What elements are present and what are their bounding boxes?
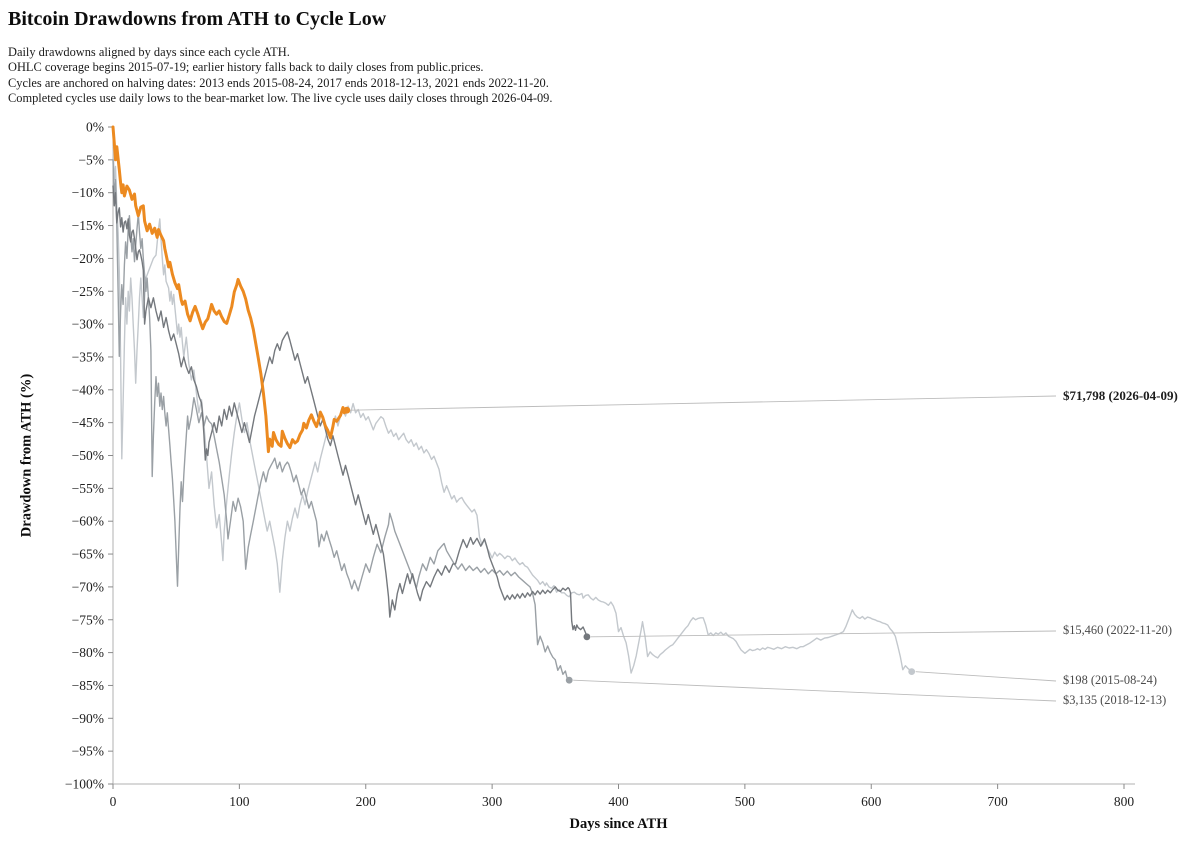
x-tick-label: 0 [110, 794, 117, 809]
y-tick-label: 0% [86, 120, 104, 135]
y-tick-label: −35% [72, 349, 104, 364]
y-axis-title: Drawdown from ATH (%) [18, 373, 35, 538]
leader-line-ann-live [350, 395, 1057, 411]
subtitle-line-1: Daily drawdowns aligned by days since ea… [8, 45, 290, 59]
y-tick-label: −40% [72, 382, 104, 397]
leader-line-ann-2013 [915, 671, 1057, 682]
annotation-live-cycle-low: $71,798 (2026-04-09) [1063, 388, 1178, 403]
series-line-2021-cycle [112, 185, 588, 638]
cycle-low-marker-ann-2021 [583, 633, 591, 641]
y-tick-label: −45% [72, 415, 104, 430]
x-tick-label: 500 [735, 794, 756, 809]
y-tick-label: −65% [72, 547, 104, 562]
x-tick-label: 400 [608, 794, 629, 809]
cycle-low-marker-ann-2017 [565, 676, 573, 684]
y-tick-label: −80% [72, 645, 104, 660]
y-tick-label: −50% [72, 448, 104, 463]
series-line-2017-cycle [112, 159, 570, 683]
cycle-low-marker-ann-2013 [908, 668, 916, 676]
y-tick-label: −95% [72, 744, 104, 759]
y-tick-label: −60% [72, 514, 104, 529]
series-line-live-cycle [111, 125, 349, 454]
leader-line-ann-2021 [590, 630, 1057, 638]
x-tick-label: 700 [988, 794, 1009, 809]
y-tick-label: −15% [72, 218, 104, 233]
y-tick-label: −5% [78, 152, 104, 167]
y-tick-label: −85% [72, 678, 104, 693]
x-tick-label: 100 [229, 794, 250, 809]
y-tick-label: −90% [72, 711, 104, 726]
annotation-2013-cycle-low: $198 (2015-08-24) [1063, 673, 1157, 687]
chart-subtitle: Daily drawdowns aligned by days since ea… [8, 45, 552, 107]
x-tick-label: 600 [861, 794, 882, 809]
y-tick-label: −100% [65, 777, 104, 792]
x-axis-title: Days since ATH [569, 816, 668, 832]
y-tick-label: −30% [72, 317, 104, 332]
subtitle-line-2: OHLC coverage begins 2015-07-19; earlier… [8, 60, 484, 75]
annotation-2021-cycle-low: $15,460 (2022-11-20) [1063, 623, 1172, 637]
subtitle-line-3: Cycles are anchored on halving dates: 20… [8, 75, 549, 90]
y-tick-label: −20% [72, 251, 104, 266]
leader-line-ann-2017 [573, 679, 1057, 702]
chart-title: Bitcoin Drawdowns from ATH to Cycle Low [8, 8, 387, 30]
x-tick-label: 800 [1114, 794, 1135, 809]
y-tick-label: −10% [72, 185, 104, 200]
x-tick-label: 300 [482, 794, 503, 809]
subtitle-line-4: Completed cycles use daily lows to the b… [8, 91, 553, 106]
y-tick-label: −75% [72, 612, 104, 627]
y-tick-label: −55% [72, 481, 104, 496]
y-tick-label: −70% [72, 579, 104, 594]
annotation-2017-cycle-low: $3,135 (2018-12-13) [1063, 693, 1167, 707]
y-tick-label: −25% [72, 284, 104, 299]
cycle-low-marker-ann-live [343, 406, 351, 414]
x-tick-label: 200 [356, 794, 377, 809]
